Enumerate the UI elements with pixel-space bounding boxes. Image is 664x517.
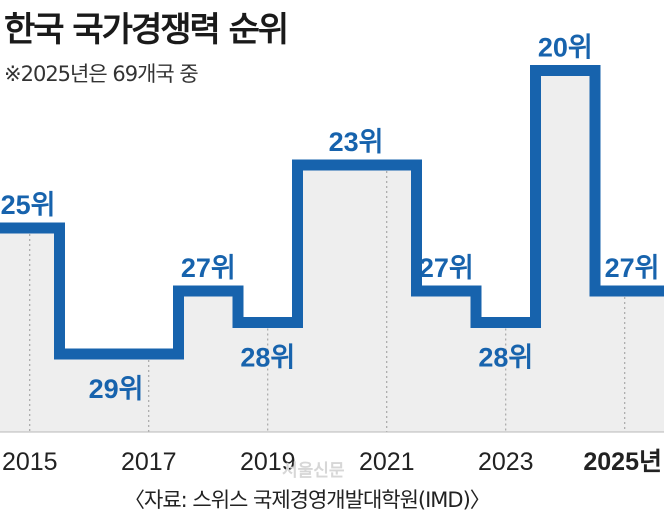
rank-label-2023: 28위 (478, 343, 533, 373)
rank-label-2022: 27위 (419, 253, 474, 283)
x-tick-label-2023: 2023 (478, 448, 534, 476)
rank-label-2016: 29위 (89, 374, 144, 404)
x-tick-label-2015: 2015 (2, 448, 58, 476)
rank-label-2015: 25위 (1, 190, 56, 220)
chart-title: 한국 국가경쟁력 순위 (4, 10, 289, 50)
rank-label-2018: 27위 (181, 253, 236, 283)
x-tick-label-2021: 2021 (359, 448, 415, 476)
watermark: 서울신문 (282, 461, 345, 481)
x-tick-label-2017: 2017 (121, 448, 177, 476)
rank-label-2025: 27위 (605, 253, 660, 283)
x-tick-label-2019: 2019 (240, 448, 296, 476)
source-note: 〈자료: 스위스 국제경영개발대학원(IMD)〉 (124, 488, 491, 512)
x-tick-label-2025: 2025년 (583, 448, 662, 476)
rank-label-2019: 28위 (240, 343, 295, 373)
rank-area (0, 70, 664, 432)
rank-step-line (0, 65, 664, 360)
rank-label-2020: 23위 (329, 127, 384, 157)
chart-subtitle: ※2025년은 69개국 중 (4, 62, 199, 86)
rank-label-2024: 20위 (538, 33, 593, 63)
